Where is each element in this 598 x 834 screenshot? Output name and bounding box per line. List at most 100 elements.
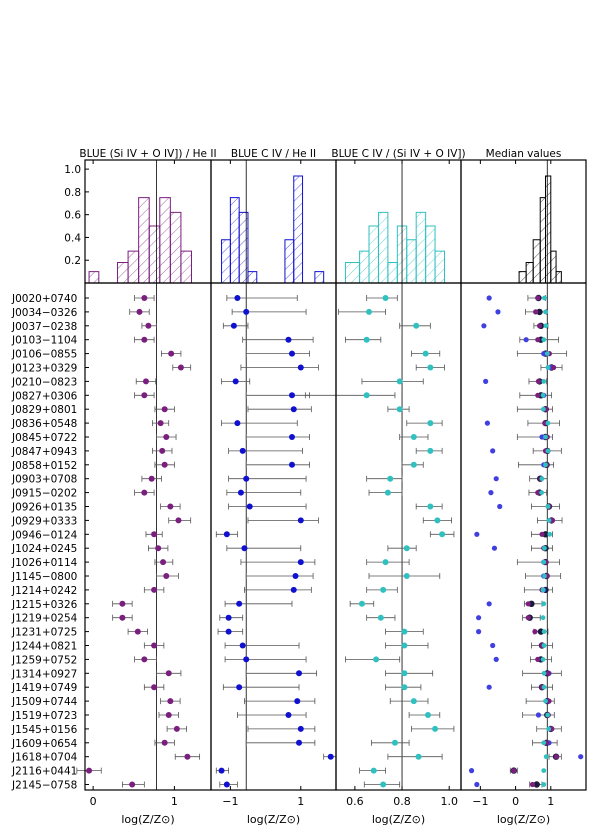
object-label: J1024+0245 [11, 543, 77, 555]
civ-siiv-marker [541, 768, 547, 773]
panel-title: BLUE C IV / He II [231, 148, 316, 160]
hist-ytick-label: 0.4 [64, 232, 81, 244]
data-point [297, 725, 304, 732]
histogram-bar [89, 271, 99, 283]
object-label: J0946−0124 [11, 529, 78, 541]
siiv-heii-marker [536, 323, 543, 329]
object-label: J0915−0202 [11, 488, 77, 500]
siiv-heii-marker [535, 392, 541, 398]
data-point [296, 739, 303, 746]
histogram-bar-outline [434, 250, 445, 283]
civ-heii-marker [578, 754, 584, 760]
xtick-label: 1 [547, 795, 554, 808]
data-point [142, 378, 149, 385]
data-point [163, 573, 170, 579]
hist-ytick-label: 0.8 [64, 187, 81, 199]
data-point [243, 475, 250, 482]
data-point [151, 586, 158, 593]
data-point [177, 364, 184, 371]
object-label: J1609+0654 [11, 738, 78, 750]
histogram-bar [416, 212, 426, 283]
civ-siiv-marker [542, 573, 547, 579]
data-point [391, 739, 398, 746]
data-point [403, 545, 410, 552]
civ-heii-marker [493, 476, 499, 482]
histogram-bar [221, 239, 231, 283]
data-point [243, 656, 250, 663]
data-point [236, 684, 243, 691]
data-point [427, 420, 434, 427]
data-point [410, 461, 417, 468]
xtick-label: 0 [90, 795, 97, 808]
data-point [292, 573, 299, 579]
data-point [165, 712, 172, 718]
civ-heii-marker [497, 503, 503, 510]
object-label: J0210−0823 [11, 376, 77, 388]
panels: BLUE (Si IV + O IV]) / He II 0.2 0.4 0.6 0.8… [64, 148, 587, 826]
data-point [230, 322, 237, 329]
data-point [134, 628, 141, 635]
data-point [161, 739, 168, 746]
data-point [159, 447, 166, 454]
data-point [380, 781, 387, 788]
data-point [119, 614, 126, 621]
object-label: J0845+0722 [11, 432, 77, 444]
object-label: J0020+0740 [11, 293, 77, 305]
object-label: J0929+0333 [11, 515, 77, 527]
data-point [223, 531, 230, 538]
data-point [370, 767, 377, 774]
civ-heii-marker [483, 378, 489, 384]
object-label: J1314+0927 [11, 668, 77, 680]
xtick-label: 1 [171, 795, 178, 808]
object-label: J2145−0758 [11, 780, 77, 792]
data-point [403, 573, 410, 579]
object-label: J0847+0943 [11, 446, 77, 458]
civ-siiv-marker [541, 740, 547, 746]
histogram-bar-outline [314, 271, 325, 283]
histogram-bar [170, 212, 181, 283]
object-label: J1145−0800 [11, 571, 77, 583]
histogram-bar [230, 197, 240, 283]
data-point [373, 656, 380, 663]
object-label: J1259+0752 [11, 654, 77, 666]
civ-heii-marker [486, 295, 492, 301]
histogram-bar [540, 197, 546, 283]
data-point [148, 475, 155, 482]
civ-siiv-marker [540, 657, 546, 662]
data-point [163, 434, 170, 440]
histogram-bar-outline [293, 175, 304, 283]
histogram-bar [435, 251, 445, 283]
civ-heii-marker [481, 323, 487, 329]
data-point [396, 378, 403, 385]
object-labels: J0020+0740 J0034−0326 J0037−0238 J0103−1104… [11, 293, 89, 792]
civ-siiv-marker [540, 392, 546, 398]
civ-siiv-marker [542, 295, 547, 301]
scatter-frame [210, 282, 337, 791]
civ-siiv-marker [542, 545, 547, 551]
data-point [422, 350, 429, 357]
civ-siiv-marker [543, 462, 548, 468]
civ-heii-marker [541, 351, 547, 357]
civ-heii-marker [468, 768, 475, 774]
civ-siiv-marker [547, 531, 553, 537]
x-axis-label: log(Z/Z⊙) [247, 813, 300, 826]
civ-siiv-marker [539, 490, 545, 495]
hist-ytick-label: 1.0 [64, 164, 81, 176]
histogram-bar [387, 262, 398, 283]
civ-siiv-marker [541, 643, 547, 648]
civ-siiv-marker [545, 420, 551, 426]
data-point [173, 725, 180, 732]
civ-heii-marker [493, 656, 499, 663]
civ-siiv-marker [540, 587, 546, 593]
civ-siiv-marker [541, 782, 547, 787]
object-label: J0836+0548 [11, 418, 77, 430]
siiv-heii-marker [535, 378, 542, 384]
data-point [136, 308, 143, 315]
data-point [285, 336, 292, 343]
object-label: J1519+0723 [11, 710, 77, 722]
histogram-bar-outline [247, 271, 258, 283]
histogram-bar [239, 212, 248, 283]
object-label: J0037−0238 [11, 321, 77, 333]
histogram-bar [533, 239, 541, 283]
